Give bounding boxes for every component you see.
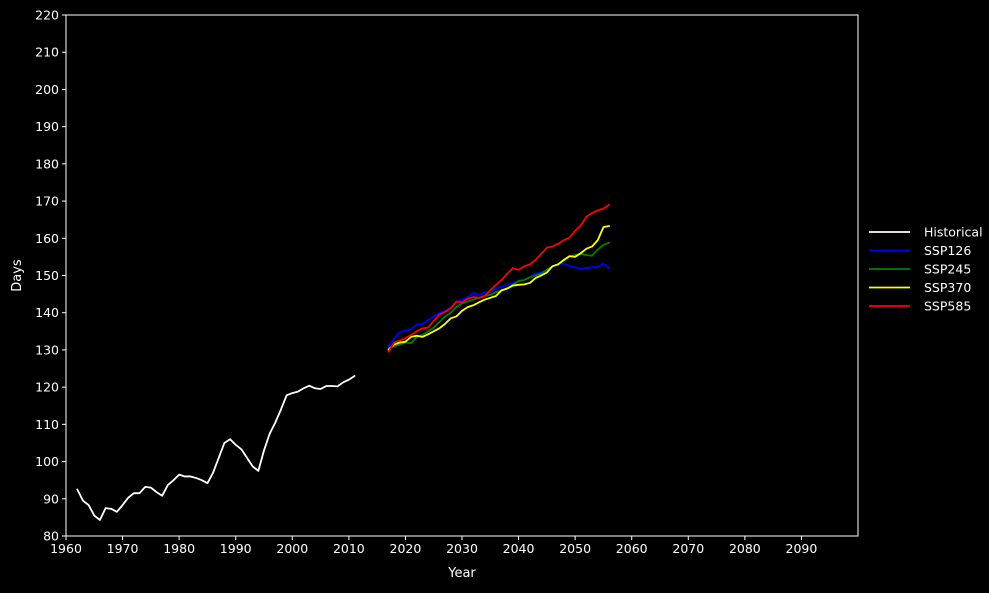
y-tick-label: 130: [35, 342, 59, 357]
x-tick-label: 2060: [616, 541, 648, 556]
y-tick-label: 170: [35, 194, 59, 209]
y-tick-label: 80: [43, 529, 59, 544]
x-tick-label: 2040: [503, 541, 535, 556]
x-tick-label: 2000: [276, 541, 308, 556]
series-line-historical: [76, 375, 356, 521]
x-tick-label: 1960: [50, 541, 82, 556]
plot-lines: [76, 203, 610, 521]
y-tick-label: 140: [35, 305, 59, 320]
x-axis-label: Year: [447, 566, 476, 581]
x-axis: 1960 1970 1980 1990 2000 2010 2020 2030 2040 2050…: [50, 536, 817, 556]
x-tick-label: 2070: [672, 541, 704, 556]
series-line-ssp585: [387, 203, 610, 353]
y-tick-label: 190: [35, 119, 59, 134]
y-tick-label: 200: [35, 82, 59, 97]
x-tick-label: 2080: [729, 541, 761, 556]
legend-label-ssp370: SSP370: [924, 280, 971, 295]
y-tick-label: 180: [35, 156, 59, 171]
y-tick-label: 110: [35, 417, 59, 432]
y-tick-label: 160: [35, 231, 59, 246]
x-tick-label: 2020: [390, 541, 422, 556]
y-tick-label: 120: [35, 380, 59, 395]
y-tick-label: 210: [35, 45, 59, 60]
x-tick-label: 2030: [446, 541, 478, 556]
series-line-ssp126: [387, 262, 610, 348]
y-axis: 80 90 100 110 120 130 140 150 160 170 180 190 200 210…: [35, 8, 66, 544]
series-line-ssp370: [387, 225, 610, 351]
x-tick-label: 2090: [786, 541, 818, 556]
legend: Historical SSP126 SSP245 SSP370 SSP585: [869, 225, 983, 314]
x-tick-label: 2050: [559, 541, 591, 556]
y-tick-label: 100: [35, 454, 59, 469]
y-tick-label: 150: [35, 268, 59, 283]
legend-label-ssp585: SSP585: [924, 299, 971, 314]
x-tick-label: 2010: [333, 541, 365, 556]
y-tick-label: 90: [43, 491, 59, 506]
y-tick-label: 220: [35, 8, 59, 23]
legend-label-historical: Historical: [924, 225, 983, 240]
x-tick-label: 1970: [107, 541, 139, 556]
x-tick-label: 1990: [220, 541, 252, 556]
x-tick-label: 1980: [163, 541, 195, 556]
legend-label-ssp245: SSP245: [924, 262, 971, 277]
y-axis-label: Days: [10, 259, 25, 292]
legend-label-ssp126: SSP126: [924, 243, 971, 258]
